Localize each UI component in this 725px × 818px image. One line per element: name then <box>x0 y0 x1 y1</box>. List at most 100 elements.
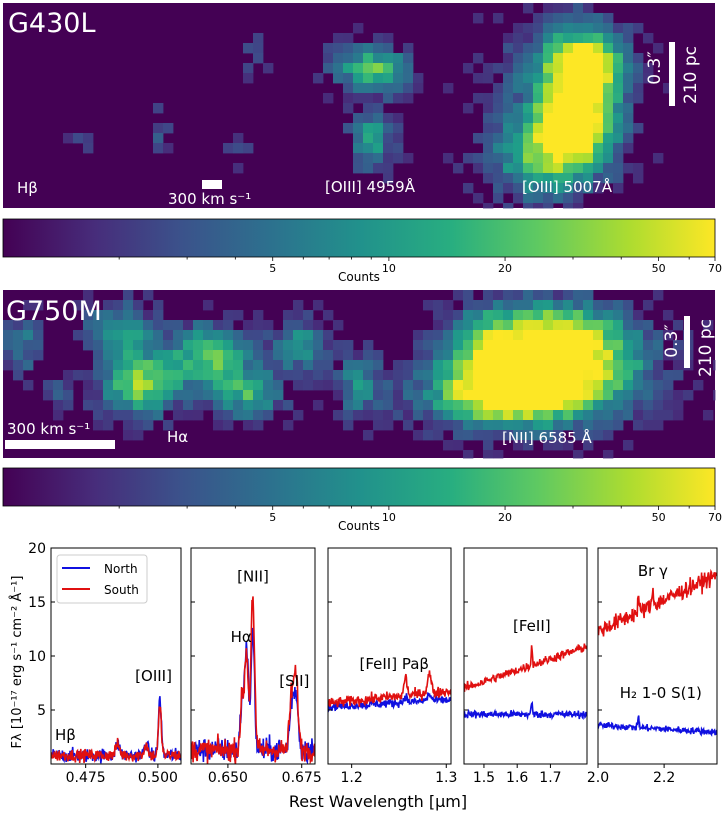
heatmap-pixel <box>373 350 384 361</box>
heatmap-pixel <box>503 143 514 154</box>
heatmap-pixel <box>473 193 484 204</box>
heatmap-pixel <box>483 103 494 114</box>
heatmap-pixel <box>353 123 364 134</box>
heatmap-pixel <box>543 410 554 421</box>
heatmap-pixel <box>633 163 644 174</box>
heatmap-pixel <box>583 133 594 144</box>
heatmap-pixel <box>643 300 654 311</box>
heatmap-pixel <box>93 360 104 371</box>
heatmap-pixel <box>523 173 534 184</box>
heatmap-pixel <box>533 23 544 34</box>
heatmap-pixel <box>583 340 594 351</box>
heatmap-pixel <box>373 43 384 54</box>
heatmap-pixel <box>563 3 574 14</box>
heatmap-pixel <box>113 300 124 311</box>
heatmap-pixel <box>673 340 684 351</box>
heatmap-pixel <box>123 300 134 311</box>
heatmap-pixel <box>493 420 504 431</box>
heatmap-pixel <box>503 63 514 74</box>
series-north-line <box>598 715 717 737</box>
heatmap-pixel <box>383 53 394 64</box>
heatmap-pixel <box>523 420 534 431</box>
heatmap-pixel <box>133 430 144 441</box>
heatmap-pixel <box>123 330 134 341</box>
heatmap-pixel <box>563 143 574 154</box>
heatmap-pixel <box>553 13 564 24</box>
heatmap-pixel <box>83 370 94 381</box>
heatmap-pixel <box>373 33 384 44</box>
heatmap-pixel <box>373 400 384 411</box>
heatmap-pixel <box>573 123 584 134</box>
heatmap-pixel <box>503 370 514 381</box>
heatmap-pixel <box>343 340 354 351</box>
heatmap-pixel <box>103 360 114 371</box>
heatmap-pixel <box>633 23 644 34</box>
heatmap-pixel <box>523 33 534 44</box>
heatmap-pixel <box>533 320 544 331</box>
heatmap-pixel <box>203 360 214 371</box>
heatmap-pixel <box>383 33 394 44</box>
heatmap-pixel <box>363 83 374 94</box>
x-tick-label: 1.6 <box>506 770 528 786</box>
heatmap-pixel <box>103 380 114 391</box>
heatmap-pixel <box>563 320 574 331</box>
heatmap-pixel <box>533 113 544 124</box>
heatmap-pixel <box>603 360 614 371</box>
heatmap-pixel <box>503 430 514 441</box>
heatmap-pixel <box>183 340 194 351</box>
heatmap-pixel <box>193 390 204 401</box>
heatmap-pixel <box>393 143 404 154</box>
heatmap-pixel <box>553 63 564 74</box>
heatmap-pixel <box>273 360 284 371</box>
heatmap-pixel <box>313 340 324 351</box>
heatmap-pixel <box>63 390 74 401</box>
heatmap-pixel <box>183 360 194 371</box>
heatmap-pixel <box>173 410 184 421</box>
heatmap-pixel <box>613 370 624 381</box>
heatmap-pixel <box>363 43 374 54</box>
y-tick-label: 5 <box>37 703 46 719</box>
heatmap-pixel <box>23 330 34 341</box>
heatmap-pixel <box>503 173 514 184</box>
heatmap-pixel <box>563 23 574 34</box>
heatmap-pixel <box>543 370 554 381</box>
heatmap-pixel <box>493 83 504 94</box>
heatmap-pixel <box>473 420 484 431</box>
heatmap-pixel <box>453 330 464 341</box>
heatmap-pixel <box>343 83 354 94</box>
heatmap-pixel <box>343 53 354 64</box>
heatmap-pixel <box>553 440 564 451</box>
heatmap-pixel <box>143 410 154 421</box>
heatmap-pixel <box>43 380 54 391</box>
heatmap-pixel <box>83 143 94 154</box>
heatmap-pixel <box>473 340 484 351</box>
heatmap-pixel <box>593 163 604 174</box>
heatmap-pixel <box>543 390 554 401</box>
heatmap-pixel <box>143 380 154 391</box>
heatmap-pixel <box>533 63 544 74</box>
heatmap-pixel <box>63 370 74 381</box>
heatmap-pixel <box>113 340 124 351</box>
heatmap-pixel <box>593 53 604 64</box>
heatmap-pixel <box>493 390 504 401</box>
heatmap-pixel <box>593 153 604 164</box>
heatmap-pixel <box>643 420 654 431</box>
heatmap-pixel <box>113 390 124 401</box>
heatmap-pixel <box>603 173 614 184</box>
heatmap-pixel <box>523 350 534 361</box>
heatmap-pixel <box>213 350 224 361</box>
heatmap-pixel <box>293 330 304 341</box>
heatmap-pixel <box>593 350 604 361</box>
heatmap-pixel <box>3 330 14 341</box>
heatmap-pixel <box>633 410 644 421</box>
heatmap-pixel <box>343 410 354 421</box>
heatmap-pixel <box>593 300 604 311</box>
heatmap-pixel <box>373 380 384 391</box>
heatmap-pixel <box>163 420 174 431</box>
heatmap-pixel <box>233 360 244 371</box>
heatmap-pixel <box>533 13 544 24</box>
heatmap-pixel <box>343 123 354 134</box>
heatmap-pixel <box>593 23 604 34</box>
heatmap-pixel <box>263 400 274 411</box>
heatmap-pixel <box>563 390 574 401</box>
